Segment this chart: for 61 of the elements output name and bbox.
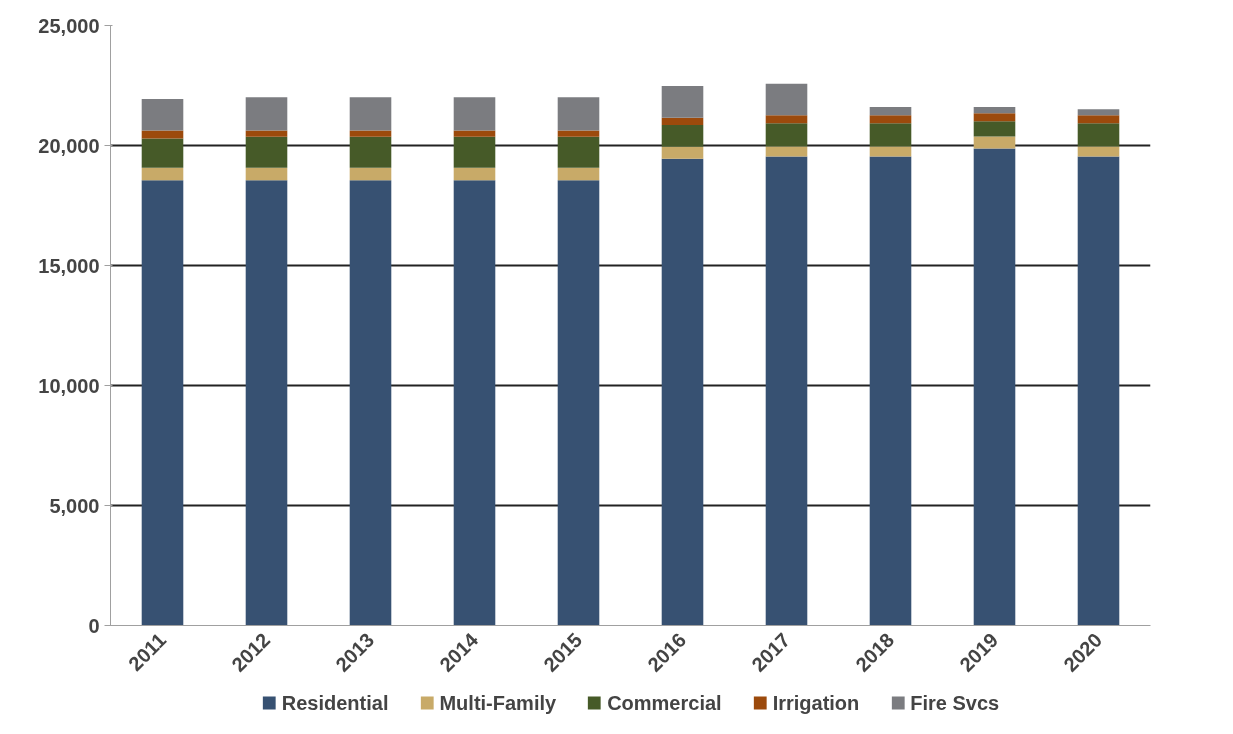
legend-label: Commercial — [607, 691, 722, 714]
bar — [765, 156, 808, 626]
bar — [349, 167, 392, 181]
y-tick-label: 10,000 — [38, 374, 100, 397]
bar — [869, 107, 912, 116]
bar — [141, 167, 184, 181]
y-tick-label: 5,000 — [49, 494, 100, 517]
bar — [557, 136, 600, 168]
bar — [349, 130, 392, 137]
bar — [765, 115, 808, 124]
bar — [557, 180, 600, 626]
legend-label: Irrigation — [772, 691, 860, 714]
bar — [661, 146, 704, 159]
bar — [1077, 146, 1120, 157]
bar — [557, 130, 600, 137]
bar — [973, 136, 1016, 149]
bar — [245, 136, 288, 168]
bar — [141, 98, 184, 131]
bar — [1077, 109, 1120, 116]
bar — [453, 167, 496, 181]
bar — [141, 138, 184, 168]
bar — [973, 148, 1016, 626]
bar — [141, 130, 184, 139]
y-tick-label: 0 — [88, 614, 100, 637]
bar — [869, 115, 912, 124]
bar — [661, 117, 704, 126]
bar — [453, 130, 496, 137]
bar — [973, 107, 1016, 114]
bar — [1077, 156, 1120, 626]
bar — [349, 180, 392, 626]
bar — [453, 97, 496, 131]
bar — [245, 180, 288, 626]
bar — [245, 167, 288, 181]
bar — [869, 156, 912, 626]
bar — [869, 146, 912, 157]
bar — [661, 125, 704, 147]
bar — [557, 97, 600, 131]
bar — [453, 180, 496, 626]
bar — [245, 97, 288, 131]
bar — [349, 136, 392, 168]
bar — [765, 123, 808, 147]
bar — [973, 121, 1016, 137]
legend-label: Residential — [281, 691, 389, 714]
legend-label: Multi-Family — [439, 691, 557, 714]
y-tick-label: 15,000 — [38, 254, 100, 277]
bar — [245, 130, 288, 137]
bar — [141, 180, 184, 626]
bar — [765, 83, 808, 116]
bar — [453, 136, 496, 168]
bar — [1077, 115, 1120, 124]
bar — [349, 97, 392, 131]
bar — [765, 146, 808, 157]
bar — [973, 113, 1016, 122]
bar — [661, 85, 704, 118]
y-tick-label: 20,000 — [38, 134, 100, 157]
bar — [869, 123, 912, 147]
y-tick-label: 25,000 — [38, 14, 100, 37]
bar — [557, 167, 600, 181]
bar — [661, 158, 704, 626]
bar — [1077, 123, 1120, 147]
legend-label: Fire Svcs — [910, 691, 1000, 714]
